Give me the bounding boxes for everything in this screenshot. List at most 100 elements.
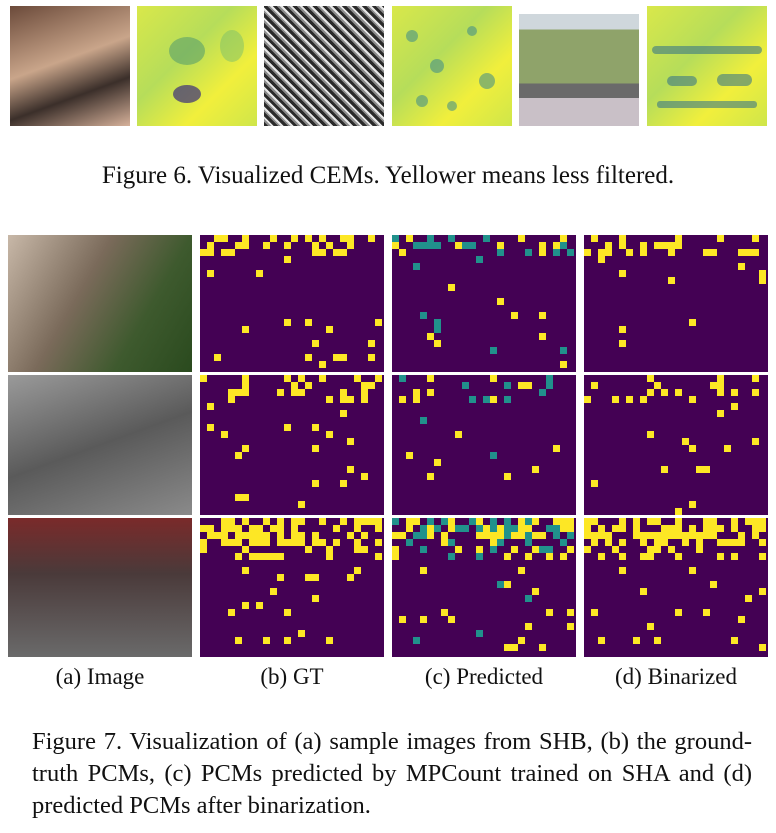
pcm-cell bbox=[406, 518, 413, 525]
pcm-cell bbox=[605, 249, 612, 256]
pcm-cell bbox=[724, 445, 731, 452]
pcm-cell bbox=[710, 532, 717, 539]
pcm-cell bbox=[560, 539, 567, 546]
pcm-cell bbox=[263, 532, 270, 539]
pcm-cell bbox=[752, 235, 759, 242]
pcm-cell bbox=[441, 539, 448, 546]
pcm-cell bbox=[312, 445, 319, 452]
pcm-cell bbox=[347, 438, 354, 445]
pcm-cell bbox=[406, 525, 413, 532]
pcm-cell bbox=[200, 539, 207, 546]
row1-gt-pcm bbox=[200, 235, 384, 372]
pcm-cell bbox=[256, 532, 263, 539]
pcm-cell bbox=[242, 567, 249, 574]
pcm-cell bbox=[455, 525, 462, 532]
pcm-cell bbox=[619, 567, 626, 574]
pcm-cell bbox=[752, 525, 759, 532]
pcm-cell bbox=[333, 525, 340, 532]
pcm-cell bbox=[298, 501, 305, 508]
pcm-cell bbox=[413, 637, 420, 644]
pcm-cell bbox=[675, 389, 682, 396]
pcm-cell bbox=[647, 532, 654, 539]
pcm-cell bbox=[560, 242, 567, 249]
pcm-cell bbox=[284, 242, 291, 249]
figure7-caption: Figure 7. Visualization of (a) sample im… bbox=[32, 728, 752, 819]
pcm-cell bbox=[661, 466, 668, 473]
pcm-cell bbox=[361, 382, 368, 389]
pcm-cell bbox=[689, 445, 696, 452]
pcm-cell bbox=[640, 539, 647, 546]
pcm-cell bbox=[560, 518, 567, 525]
pcm-cell bbox=[591, 480, 598, 487]
pcm-cell bbox=[640, 396, 647, 403]
pcm-cell bbox=[469, 518, 476, 525]
pcm-cell bbox=[270, 588, 277, 595]
pcm-cell bbox=[462, 242, 469, 249]
row2-gt-pcm bbox=[200, 375, 384, 515]
pcm-cell bbox=[619, 340, 626, 347]
pcm-cell bbox=[703, 532, 710, 539]
subcaption-image: (a) Image bbox=[55, 664, 145, 689]
pcm-cell bbox=[591, 609, 598, 616]
pcm-cell bbox=[312, 424, 319, 431]
pcm-cell bbox=[591, 518, 598, 525]
pcm-cell bbox=[567, 249, 574, 256]
row1-predicted-pcm bbox=[392, 235, 576, 372]
pcm-cell bbox=[647, 553, 654, 560]
pcm-cell bbox=[242, 389, 249, 396]
pcm-cell bbox=[242, 235, 249, 242]
cem-map-2 bbox=[392, 6, 512, 126]
row3-image bbox=[8, 518, 192, 657]
pcm-cell bbox=[361, 518, 368, 525]
pcm-cell bbox=[476, 532, 483, 539]
pcm-cell bbox=[368, 382, 375, 389]
pcm-cell bbox=[375, 525, 382, 532]
pcm-cell bbox=[263, 242, 270, 249]
pcm-cell bbox=[235, 452, 242, 459]
pcm-cell bbox=[207, 525, 214, 532]
pcm-cell bbox=[598, 637, 605, 644]
pcm-cell bbox=[511, 644, 518, 651]
pcm-cell bbox=[584, 525, 591, 532]
pcm-cell bbox=[427, 389, 434, 396]
pcm-cell bbox=[560, 361, 567, 368]
pcm-cell bbox=[668, 242, 675, 249]
pcm-cell bbox=[682, 438, 689, 445]
pcm-cell bbox=[207, 403, 214, 410]
pcm-cell bbox=[647, 623, 654, 630]
pcm-cell bbox=[326, 396, 333, 403]
pcm-cell bbox=[759, 270, 766, 277]
pcm-cell bbox=[598, 553, 605, 560]
pcm-cell bbox=[598, 525, 605, 532]
pcm-cell bbox=[291, 382, 298, 389]
pcm-cell bbox=[539, 242, 546, 249]
pcm-cell bbox=[633, 532, 640, 539]
pcm-cell bbox=[724, 539, 731, 546]
pcm-cell bbox=[567, 609, 574, 616]
pcm-cell bbox=[752, 389, 759, 396]
pcm-cell bbox=[591, 382, 598, 389]
pcm-cell bbox=[361, 389, 368, 396]
pcm-cell bbox=[511, 312, 518, 319]
pcm-cell bbox=[455, 431, 462, 438]
pcm-cell bbox=[277, 389, 284, 396]
pcm-cell bbox=[525, 249, 532, 256]
pcm-cell bbox=[277, 532, 284, 539]
pcm-cell bbox=[654, 518, 661, 525]
pcm-cell bbox=[347, 466, 354, 473]
pcm-cell bbox=[661, 532, 668, 539]
pcm-cell bbox=[340, 480, 347, 487]
pcm-cell bbox=[420, 525, 427, 532]
pcm-cell bbox=[448, 284, 455, 291]
pcm-cell bbox=[427, 532, 434, 539]
pcm-cell bbox=[483, 396, 490, 403]
pcm-cell bbox=[647, 546, 654, 553]
pcm-cell bbox=[584, 518, 591, 525]
pcm-cell bbox=[319, 249, 326, 256]
pcm-cell bbox=[619, 235, 626, 242]
pcm-cell bbox=[752, 375, 759, 382]
pcm-cell bbox=[731, 518, 738, 525]
pcm-cell bbox=[612, 546, 619, 553]
pcm-cell bbox=[476, 553, 483, 560]
pcm-cell bbox=[326, 242, 333, 249]
